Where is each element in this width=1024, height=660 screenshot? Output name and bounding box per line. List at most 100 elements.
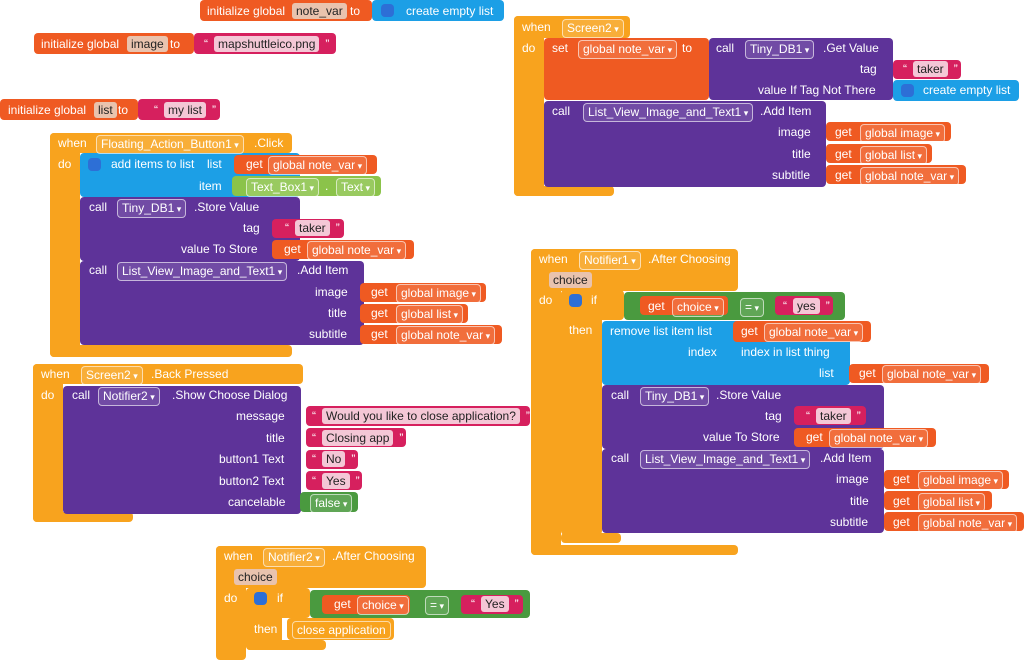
block-text: initialize global: [8, 103, 87, 117]
block-text: tag: [765, 409, 782, 423]
block-text: image: [778, 125, 811, 139]
block-shape: [50, 345, 292, 357]
block-text: choice: [234, 569, 277, 585]
block-text: global list: [918, 493, 986, 512]
block-text: to: [350, 4, 361, 18]
block-text: image: [315, 285, 348, 299]
block-shape: [514, 186, 614, 196]
block-text: Screen2: [562, 19, 624, 38]
block-text: get: [835, 147, 852, 161]
block-text: =: [740, 298, 765, 317]
block-text: Tiny_DB1: [640, 387, 710, 406]
block-text: title: [792, 147, 811, 161]
block-text: value To Store: [703, 430, 780, 444]
block-text: to: [682, 41, 693, 55]
block-text: Tiny_DB1: [117, 199, 187, 218]
block-text: false: [310, 494, 353, 513]
block-text: get: [371, 327, 388, 341]
block-text: get: [806, 430, 823, 444]
block-text: note_var: [292, 3, 347, 19]
block-text: when: [522, 20, 551, 34]
block-text: .Add Item: [760, 104, 812, 118]
block-text: global note_var: [829, 429, 929, 448]
block-text: image: [836, 472, 869, 486]
block-text: initialize global: [207, 4, 286, 18]
block-text: call: [89, 200, 108, 214]
block-text: global note_var: [882, 365, 982, 384]
block-text: mapshuttleico.png: [204, 36, 330, 52]
block-text: do: [58, 157, 72, 171]
block-text: taker: [806, 408, 860, 424]
block-shape: [893, 80, 1019, 101]
block-text: get: [893, 494, 910, 508]
block-text: .Back Pressed: [151, 367, 229, 381]
block-text: global note_var: [396, 326, 496, 345]
block-shape: [33, 512, 133, 522]
block-text: tag: [243, 221, 260, 235]
block-text: taker: [903, 61, 957, 77]
block-text: .Get Value: [823, 41, 879, 55]
block-shape: [531, 249, 561, 555]
block-text: when: [224, 549, 253, 563]
block-text: Would you like to close application?: [312, 408, 530, 424]
block-text: call: [72, 388, 91, 402]
block-text: image: [127, 36, 168, 52]
block-text: get: [648, 299, 665, 313]
block-text: subtitle: [309, 327, 348, 341]
block-text: title: [850, 494, 869, 508]
block-text: initialize global: [41, 37, 120, 51]
block-text: value To Store: [181, 242, 258, 256]
block-text: No: [312, 451, 356, 467]
block-text: Yes: [471, 596, 518, 612]
block-text: list: [207, 157, 222, 171]
block-text: .: [325, 179, 329, 193]
block-text: Floating_Action_Button1: [96, 135, 244, 154]
block-text: get: [246, 157, 263, 171]
block-shape: [381, 4, 394, 17]
block-text: global list: [860, 146, 928, 165]
block-text: call: [716, 41, 735, 55]
block-text: Text: [336, 178, 376, 197]
block-text: .After Choosing: [648, 252, 731, 266]
block-text: subtitle: [772, 168, 811, 182]
block-text: global note_var: [307, 241, 407, 260]
block-text: get: [284, 242, 301, 256]
block-shape: [733, 343, 849, 385]
block-text: when: [58, 136, 87, 150]
block-text: then: [569, 323, 593, 337]
block-text: Tiny_DB1: [745, 40, 815, 59]
block-text: .Click: [254, 136, 284, 150]
block-text: get: [334, 597, 351, 611]
block-shape: [531, 545, 738, 555]
block-text: do: [224, 591, 238, 605]
block-shape: [88, 158, 101, 171]
block-text: get: [835, 168, 852, 182]
block-text: cancelable: [228, 495, 286, 509]
block-text: do: [539, 293, 553, 307]
block-shape: [216, 546, 246, 660]
block-text: List_View_Image_and_Text1: [583, 103, 754, 122]
block-text: get: [741, 324, 758, 338]
block-text: get: [893, 515, 910, 529]
block-text: value If Tag Not There: [758, 83, 876, 97]
block-shape: [901, 84, 914, 97]
block-text: .Store Value: [716, 388, 782, 402]
block-text: when: [539, 252, 568, 266]
block-text: get: [835, 125, 852, 139]
block-text: global list: [396, 305, 464, 324]
block-text: choice: [672, 298, 724, 317]
block-text: title: [328, 306, 347, 320]
block-text: Text_Box1: [246, 178, 320, 197]
block-shape: [33, 364, 63, 522]
block-text: index: [688, 345, 717, 359]
block-text: subtitle: [830, 515, 869, 529]
block-shape: [287, 618, 394, 640]
block-text: if: [591, 293, 597, 307]
block-text: get: [371, 306, 388, 320]
block-text: call: [611, 451, 630, 465]
block-text: when: [41, 367, 70, 381]
block-text: create empty list: [406, 4, 494, 18]
block-text: Yes: [312, 473, 359, 489]
block-text: global note_var: [764, 323, 864, 342]
